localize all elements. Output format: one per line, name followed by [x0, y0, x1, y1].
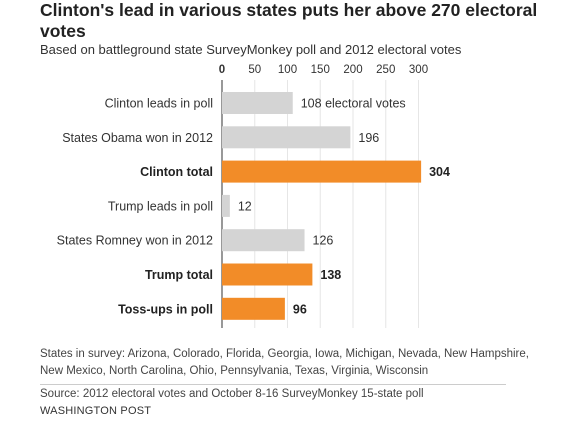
tick-label: 200 [343, 64, 362, 76]
tick-label: 250 [376, 64, 395, 76]
value-label: 12 [238, 199, 252, 213]
bar [222, 160, 422, 183]
value-label: 96 [293, 302, 307, 316]
bar [222, 194, 230, 217]
value-labels: 108 electoral votes 196 304 12 126 138 96 [238, 97, 450, 317]
tick-label: 0 [219, 64, 225, 76]
bar [222, 126, 351, 149]
credit-text: WASHINGTON POST [40, 405, 152, 417]
footer-divider [40, 384, 506, 385]
chart-title: Clinton's lead in various states puts he… [40, 0, 538, 41]
tick-label: 150 [311, 64, 330, 76]
value-label: 138 [320, 268, 341, 282]
bar [222, 297, 285, 320]
tick-label: 300 [409, 64, 428, 76]
bars [222, 92, 422, 320]
tick-label: 100 [278, 64, 297, 76]
survey-note: States in survey: Arizona, Colorado, Flo… [40, 348, 529, 377]
bar [222, 229, 305, 252]
tick-label: 50 [248, 64, 261, 76]
value-label: 126 [313, 234, 334, 248]
category-label: States Romney won in 2012 [57, 234, 213, 248]
grid-lines [221, 80, 419, 328]
value-label: 304 [429, 165, 450, 179]
bar-chart: 0 50 100 150 200 250 300 Clinton leads in poll… [57, 64, 450, 328]
category-labels: Clinton leads in poll States Obama won in… [57, 97, 213, 317]
category-label: Trump leads in poll [108, 199, 213, 213]
chart-subtitle: Based on battleground state SurveyMonkey… [40, 42, 462, 57]
source-text: Source: 2012 electoral votes and October… [40, 388, 424, 400]
category-label: Clinton leads in poll [105, 97, 213, 111]
value-label: 108 electoral votes [301, 97, 406, 111]
bar [222, 263, 313, 286]
category-label: States Obama won in 2012 [62, 131, 213, 145]
x-axis-ticks: 0 50 100 150 200 250 300 [219, 64, 428, 76]
value-label: 196 [358, 131, 379, 145]
category-label: Trump total [145, 268, 213, 282]
category-label: Toss-ups in poll [118, 302, 213, 316]
category-label: Clinton total [140, 165, 213, 179]
bar [222, 92, 293, 114]
